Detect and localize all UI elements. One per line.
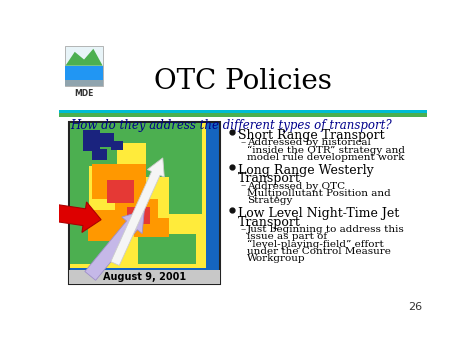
Text: Strategy: Strategy [247, 196, 292, 205]
Text: Transport: Transport [238, 172, 301, 185]
Bar [82, 130, 100, 151]
Bar [115, 199, 158, 226]
Bar [135, 218, 169, 237]
Bar [69, 270, 219, 284]
Text: under the Control Measure: under the Control Measure [247, 247, 391, 256]
Bar [59, 114, 427, 116]
Text: –: – [241, 182, 246, 191]
Text: issue as part of: issue as part of [247, 233, 327, 241]
Bar [92, 164, 146, 199]
Text: Workgroup: Workgroup [247, 254, 305, 263]
Bar [146, 124, 202, 178]
Text: –: – [241, 138, 246, 147]
Bar [69, 122, 219, 284]
Text: OTC Policies: OTC Policies [154, 67, 332, 94]
Text: Addressed by historical: Addressed by historical [247, 138, 371, 147]
Text: Multipollutant Position and: Multipollutant Position and [247, 189, 391, 198]
Bar [59, 110, 427, 114]
Text: –: – [241, 225, 246, 234]
Text: Just beginning to address this: Just beginning to address this [247, 225, 404, 234]
Bar [65, 66, 103, 80]
Bar [107, 180, 135, 203]
Bar [59, 43, 427, 110]
Text: How do they address the different types of transport?: How do they address the different types … [70, 119, 392, 132]
Text: “inside the OTR” strategy and: “inside the OTR” strategy and [247, 146, 405, 155]
Bar [92, 149, 107, 160]
Bar [70, 222, 109, 264]
Text: Transport: Transport [238, 216, 301, 229]
Text: August 9, 2001: August 9, 2001 [102, 272, 186, 282]
Text: Short Range Transport: Short Range Transport [238, 129, 385, 142]
Text: model rule development work: model rule development work [247, 153, 404, 162]
Bar [111, 124, 189, 143]
FancyArrow shape [111, 158, 164, 266]
Bar [70, 164, 90, 211]
Bar [111, 141, 123, 151]
Text: Low Level Night-Time Jet: Low Level Night-Time Jet [238, 207, 400, 220]
Text: “level-playing-field” effort: “level-playing-field” effort [247, 240, 383, 249]
FancyArrow shape [85, 211, 144, 280]
Polygon shape [65, 49, 103, 66]
Bar [70, 124, 206, 268]
Bar [169, 176, 202, 214]
Bar [138, 234, 196, 264]
Text: Addressed by OTC: Addressed by OTC [247, 182, 345, 191]
Text: 26: 26 [408, 302, 422, 312]
Bar [100, 133, 113, 147]
Text: Long Range Westerly: Long Range Westerly [238, 164, 374, 177]
Text: MDE: MDE [74, 89, 94, 98]
Bar [65, 46, 103, 86]
Bar [88, 211, 130, 241]
Bar [65, 80, 103, 86]
Bar [70, 124, 117, 166]
FancyArrow shape [38, 202, 101, 233]
Bar [127, 207, 150, 224]
